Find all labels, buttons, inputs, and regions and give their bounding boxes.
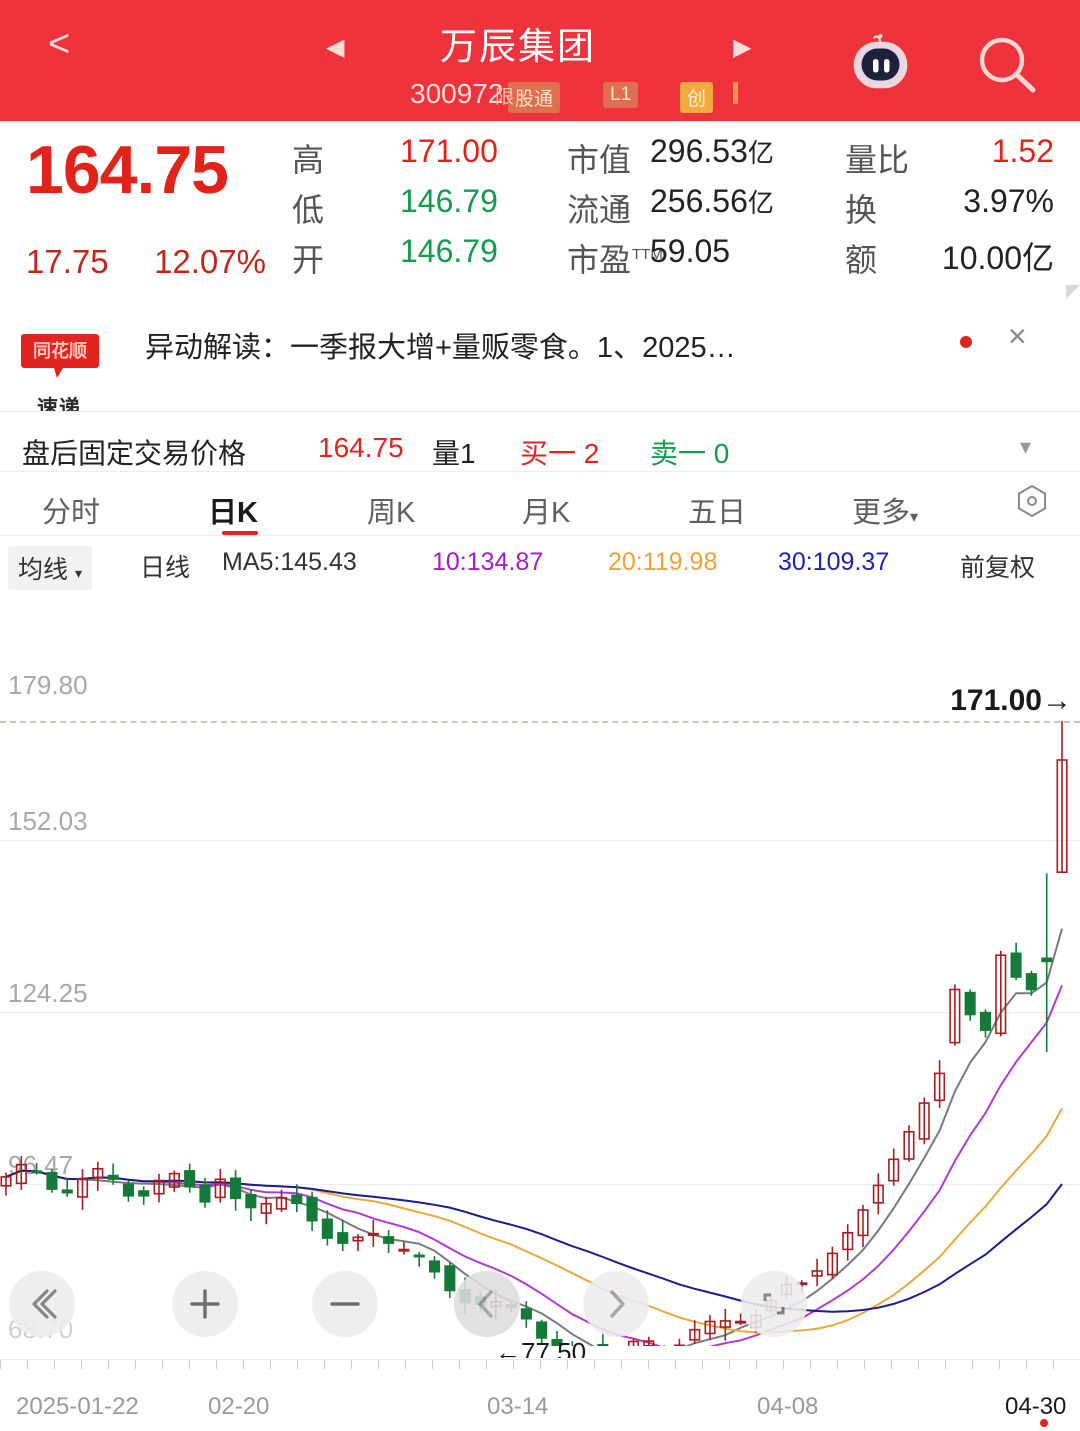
svg-text:同花顺: 同花顺 [33,340,87,361]
